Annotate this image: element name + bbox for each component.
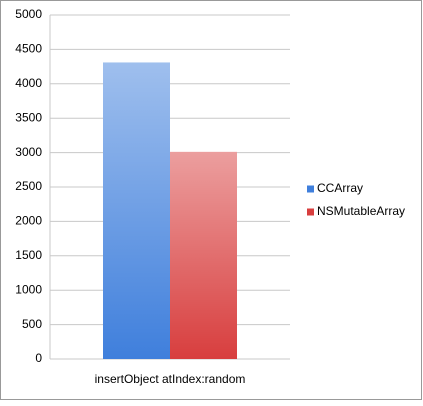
y-tick-label: 3500 [15, 110, 42, 124]
y-tick-label: 5000 [15, 7, 42, 21]
y-tick-label: 0 [35, 351, 42, 365]
legend-label: CCArray [317, 181, 363, 195]
y-tick-label: 2500 [15, 179, 42, 193]
y-tick-label: 4500 [15, 42, 42, 56]
y-tick-label: 1500 [15, 248, 42, 262]
y-tick-label: 500 [22, 317, 42, 331]
bar-shine [170, 151, 237, 359]
bar-shine [103, 62, 170, 360]
legend-swatch [307, 208, 314, 216]
y-tick-label: 3000 [15, 145, 42, 159]
y-tick-label: 2000 [15, 214, 42, 228]
legend-label: NSMutableArray [317, 204, 405, 218]
y-tick-label: 4000 [15, 76, 42, 90]
legend-swatch [307, 185, 314, 193]
y-tick-label: 1000 [15, 282, 42, 296]
x-tick-label: insertObject atIndex:random [95, 372, 246, 386]
